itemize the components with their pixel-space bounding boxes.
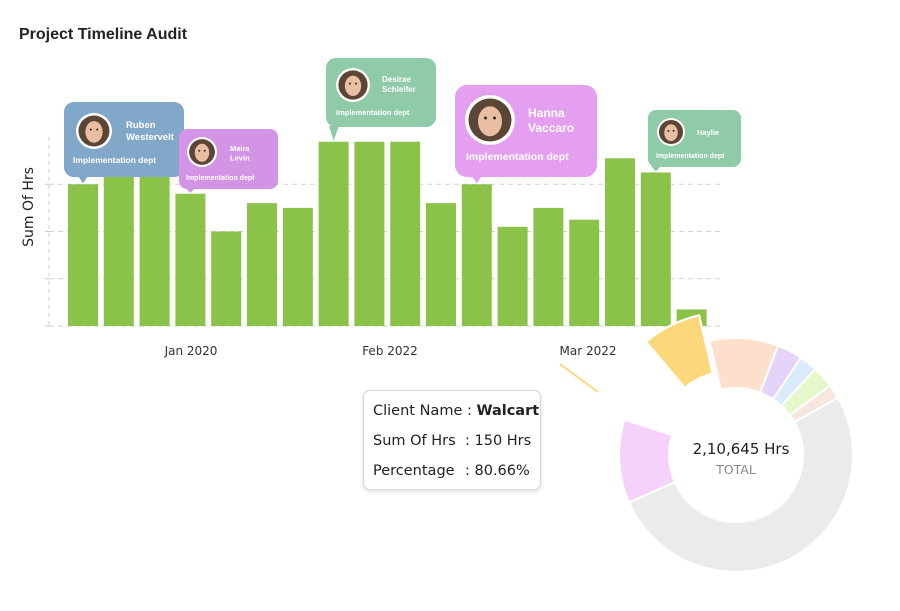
avatar-eye <box>96 128 99 131</box>
employee-name: Ruben <box>126 120 156 131</box>
bar[interactable] <box>68 184 98 326</box>
tooltip-row-hrs: Sum Of Hrs : 150 Hrs <box>373 430 531 452</box>
avatar-eye <box>198 149 201 152</box>
x-tick-label: Jan 2020 <box>164 344 218 358</box>
employee-dept: Implementation dept <box>73 155 156 165</box>
x-tick-label: Mar 2022 <box>560 344 617 358</box>
donut-total-value: 2,10,645 Hrs <box>693 440 790 458</box>
employee-name: Levin <box>230 153 250 162</box>
employee-name: Maira <box>230 144 250 153</box>
x-axis-ticks: Jan 2020 Feb 2022 Mar 2022 <box>164 344 617 358</box>
page-title: Project Timeline Audit <box>19 26 188 43</box>
avatar-eye <box>89 128 92 131</box>
callout-pointer <box>651 166 661 172</box>
donut-slice[interactable] <box>623 364 695 437</box>
avatar-eye <box>672 129 675 132</box>
avatar-eye <box>348 82 351 85</box>
donut-slice[interactable] <box>644 314 714 390</box>
donut-total-label: TOTAL <box>715 462 756 477</box>
bar[interactable] <box>282 207 313 326</box>
bar[interactable] <box>318 141 349 326</box>
employee-name: Vaccaro <box>528 121 574 135</box>
bar[interactable] <box>139 170 170 326</box>
person-avatar-icon <box>187 137 217 167</box>
x-tick-label: Feb 2022 <box>362 344 418 358</box>
person-avatar-icon <box>76 113 112 149</box>
tooltip-hrs-value: : 150 Hrs <box>465 433 532 449</box>
bar[interactable] <box>497 226 528 326</box>
person-avatar-icon <box>336 68 370 102</box>
tooltip-hrs-label: Sum Of Hrs <box>373 433 456 449</box>
employee-name: Westervelt <box>126 132 175 143</box>
avatar-face <box>344 75 362 97</box>
employee-name: Haylie <box>697 128 719 137</box>
tooltip-row-client: Client Name : Walcart <box>373 400 539 422</box>
callout-pointer <box>185 188 196 193</box>
employee-name: Desirae <box>382 75 411 84</box>
avatar-eye <box>484 116 487 120</box>
callout-pointer <box>329 126 339 141</box>
avatar-eye <box>355 82 358 85</box>
avatar-face <box>194 143 210 162</box>
callout-pointer <box>78 176 88 184</box>
bar[interactable] <box>640 172 671 326</box>
employee-dept: Implementation dept <box>466 151 569 163</box>
tooltip-client-label: Client Name : <box>373 403 472 419</box>
employee-dept: Implementation dept <box>656 153 725 160</box>
avatar-face <box>664 124 678 142</box>
avatar-eye <box>203 149 206 152</box>
bar[interactable] <box>103 170 134 326</box>
donut-chart[interactable] <box>618 314 854 573</box>
employee-dept: Implementation dept <box>186 175 255 182</box>
person-avatar-icon <box>465 95 515 145</box>
bar[interactable] <box>461 184 492 326</box>
slice-tooltip: Client Name : Walcart Sum Of Hrs : 150 Hr… <box>363 390 541 490</box>
tooltip-pct-value: : 80.66% <box>465 463 530 479</box>
bar[interactable] <box>247 203 277 326</box>
bar[interactable] <box>354 141 385 326</box>
bar[interactable] <box>605 158 635 326</box>
bar[interactable] <box>533 207 564 326</box>
employee-name: Schleifer <box>382 85 416 94</box>
pie-leader-line <box>559 363 599 393</box>
bar[interactable] <box>390 141 421 326</box>
bar-series[interactable] <box>68 141 707 327</box>
tooltip-pct-label: Percentage <box>373 463 455 479</box>
y-axis-label: Sum Of Hrs <box>21 167 37 247</box>
employee-name: Hanna <box>528 106 565 120</box>
avatar-eye <box>493 116 496 120</box>
bar[interactable] <box>175 193 206 326</box>
tooltip-row-pct: Percentage : 80.66% <box>373 460 530 482</box>
person-avatar-icon <box>657 118 685 146</box>
avatar-eye <box>667 129 670 132</box>
bar[interactable] <box>426 203 456 326</box>
tooltip-client-value: Walcart <box>476 403 540 419</box>
bar[interactable] <box>569 219 600 326</box>
callout-pointer <box>471 176 482 184</box>
bar[interactable] <box>211 231 242 327</box>
avatar-face <box>85 121 103 143</box>
employee-dept: Implementation dept <box>336 108 410 117</box>
avatar-face <box>478 106 502 137</box>
employee-callout[interactable]: Haylie Implementation dept <box>648 110 741 172</box>
donut-slice[interactable] <box>627 396 854 573</box>
